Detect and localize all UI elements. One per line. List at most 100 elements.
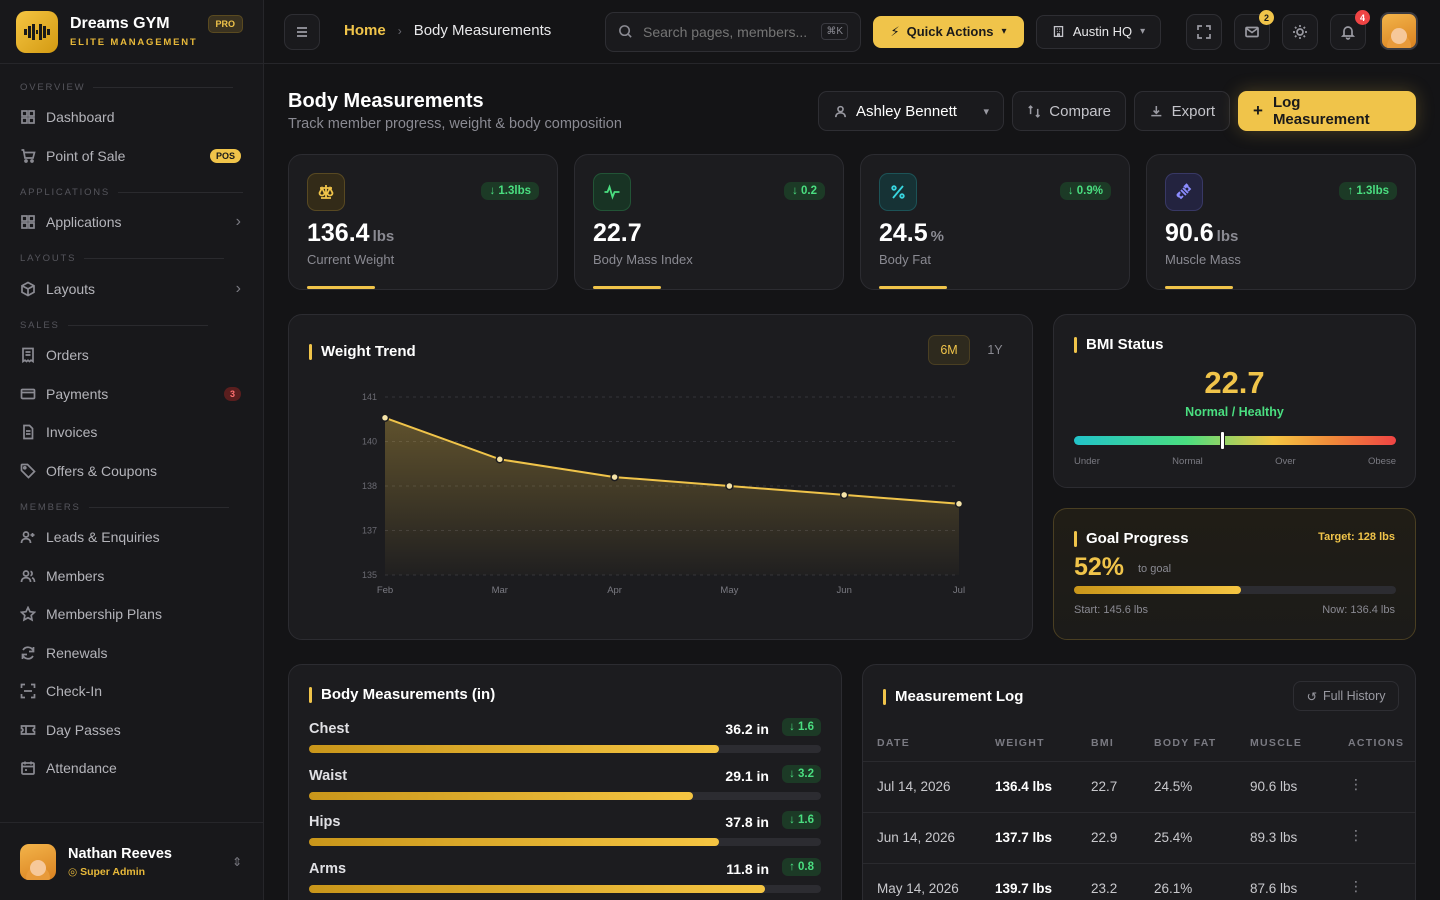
body-measurements-title: Body Measurements (in) (309, 686, 495, 703)
bmi-status-title: BMI Status (1074, 336, 1164, 353)
search-input[interactable] (643, 23, 822, 40)
goal-now: Now: 136.4 lbs (1322, 604, 1395, 616)
member-select-label: Ashley Bennett (856, 102, 957, 120)
sidebar-item-invoices[interactable]: Invoices (0, 413, 263, 452)
column-header[interactable]: BMI (1091, 737, 1115, 749)
weight-point[interactable] (954, 499, 964, 509)
sidebar-item-members[interactable]: Members (0, 557, 263, 596)
sidebar-item-dashboard[interactable]: Dashboard (0, 98, 263, 137)
brand[interactable]: Dreams GYM ELITE MANAGEMENT PRO (0, 0, 263, 64)
column-header[interactable]: MUSCLE (1250, 737, 1303, 749)
fullscreen-button[interactable] (1186, 14, 1222, 50)
measurement-delta-badge: ↓ 1.6 (782, 718, 821, 736)
goal-caption: to goal (1138, 563, 1172, 575)
measurement-row-hips: Hips 37.8 in ↓ 1.6 (309, 811, 821, 854)
star-icon (20, 606, 36, 622)
x-tick-label: Apr (607, 585, 622, 596)
sidebar-item-point-of-sale[interactable]: Point of Sale POS (0, 137, 263, 176)
sidebar-item-payments[interactable]: Payments 3 (0, 375, 263, 414)
stat-label: Muscle Mass (1165, 252, 1241, 267)
y-tick-label: 138 (362, 481, 377, 491)
menu-toggle-button[interactable] (284, 14, 320, 50)
grid-icon (21, 215, 35, 230)
x-tick-label: Jul (953, 585, 965, 596)
more-vertical-icon[interactable]: ⋮ (1349, 776, 1363, 792)
log-measurement-button[interactable]: + Log Measurement (1238, 91, 1416, 131)
full-history-button[interactable]: ↺ Full History (1293, 681, 1399, 711)
table-cell: 87.6 lbs (1250, 881, 1298, 896)
search-box[interactable]: ⌘K (605, 11, 861, 52)
weight-point[interactable] (839, 490, 849, 500)
quick-actions-label: Quick Actions (906, 24, 994, 39)
weight-point[interactable] (380, 413, 390, 423)
profile-avatar[interactable] (1380, 12, 1418, 50)
sidebar-item-applications[interactable]: Applications › (0, 203, 263, 242)
export-button[interactable]: Export (1134, 91, 1230, 131)
range-1y-button[interactable]: 1Y (987, 343, 1003, 357)
table-cell: 136.4 lbs (995, 779, 1053, 794)
weight-point[interactable] (495, 455, 505, 464)
pulse-icon (593, 173, 631, 211)
chevron-down-icon: ▾ (1001, 26, 1007, 37)
measurement-delta-badge: ↓ 1.6 (782, 811, 821, 829)
range-6m-button[interactable]: 6M (928, 335, 970, 365)
sidebar-item-leads-enquiries[interactable]: Leads & Enquiries (0, 518, 263, 557)
ticket-icon (20, 724, 36, 735)
y-tick-label: 141 (362, 392, 377, 402)
column-header[interactable]: ACTIONS (1348, 737, 1405, 749)
weight-point[interactable] (725, 481, 734, 491)
sidebar-item-day-passes[interactable]: Day Passes (0, 711, 263, 750)
body-measurements-card: Body Measurements (in) Chest 36.2 in ↓ 1.6… (288, 664, 842, 900)
column-header[interactable]: WEIGHT (995, 737, 1045, 749)
more-vertical-icon[interactable]: ⋮ (1349, 827, 1363, 843)
table-row[interactable]: May 14, 2026 139.7 lbs 23.2 26.1% 87.6 lbs ⋮ (863, 863, 1415, 900)
user-panel[interactable]: Nathan Reeves ◎ Super Admin ⇕ (0, 822, 264, 900)
sidebar-item-layouts[interactable]: Layouts › (0, 270, 263, 309)
mail-button[interactable]: 2 (1234, 10, 1274, 50)
sidebar-item-offers-coupons[interactable]: Offers & Coupons (0, 452, 263, 491)
sidebar-item-check-in[interactable]: Check-In (0, 672, 263, 711)
stat-delta-badge: ↑ 1.3lbs (1339, 182, 1397, 200)
stat-value: 136.4 lbs (307, 219, 395, 247)
theme-toggle-button[interactable] (1282, 14, 1318, 50)
more-vertical-icon[interactable]: ⋮ (1349, 878, 1363, 894)
table-cell: 139.7 lbs (995, 881, 1053, 896)
stat-value: 90.6 lbs (1165, 219, 1239, 247)
sidebar-item-renewals[interactable]: Renewals (0, 634, 263, 673)
member-select[interactable]: Ashley Bennett ▾ (818, 91, 1004, 131)
notifications-button[interactable]: 4 (1330, 10, 1370, 50)
sidebar-item-membership-plans[interactable]: Membership Plans (0, 595, 263, 634)
stat-value: 24.5% (879, 219, 945, 247)
compare-button[interactable]: Compare (1012, 91, 1126, 131)
weight-point[interactable] (610, 472, 619, 482)
quick-actions-button[interactable]: ⚡ Quick Actions ▾ (873, 15, 1024, 48)
log-measurement-label: Log Measurement (1272, 94, 1370, 128)
sidebar-item-label: Membership Plans (46, 606, 162, 623)
goal-progress-card: Goal Progress Target: 128 lbs 52% to goa… (1053, 508, 1416, 640)
location-select[interactable]: Austin HQ ▾ (1036, 14, 1161, 49)
goal-percent: 52% (1074, 553, 1125, 581)
cart-icon (21, 148, 36, 163)
chevron-updown-icon[interactable]: ⇕ (231, 854, 242, 869)
sidebar-item-orders[interactable]: Orders (0, 336, 263, 375)
bmi-scale-label: Normal (1172, 456, 1203, 467)
table-row[interactable]: Jun 14, 2026 137.7 lbs 22.9 25.4% 89.3 lbs ⋮ (863, 812, 1415, 863)
column-header[interactable]: DATE (877, 737, 911, 749)
column-header[interactable]: BODY FAT (1154, 737, 1217, 749)
bmi-status-card: BMI Status 22.7 Normal / Healthy Under No… (1053, 314, 1416, 488)
sidebar-item-label: Check-In (46, 683, 103, 700)
stat-delta-badge: ↓ 1.3lbs (481, 182, 539, 200)
chevron-down-icon: ▾ (983, 105, 989, 118)
sidebar-item-attendance[interactable]: Attendance (0, 749, 263, 788)
chevron-right-icon: › (235, 279, 241, 297)
table-cell: May 14, 2026 (877, 881, 959, 896)
table-row[interactable]: Jul 14, 2026 136.4 lbs 22.7 24.5% 90.6 lbs ⋮ (863, 761, 1415, 812)
measurement-track (309, 884, 821, 893)
breadcrumb-home[interactable]: Home (344, 22, 386, 39)
bmi-scale-label: Obese (1367, 456, 1396, 467)
grid-icon (21, 110, 35, 125)
file-icon (23, 424, 34, 440)
measurement-row-waist: Waist 29.1 in ↓ 3.2 (309, 764, 821, 808)
measurement-row-chest: Chest 36.2 in ↓ 1.6 (309, 718, 821, 761)
